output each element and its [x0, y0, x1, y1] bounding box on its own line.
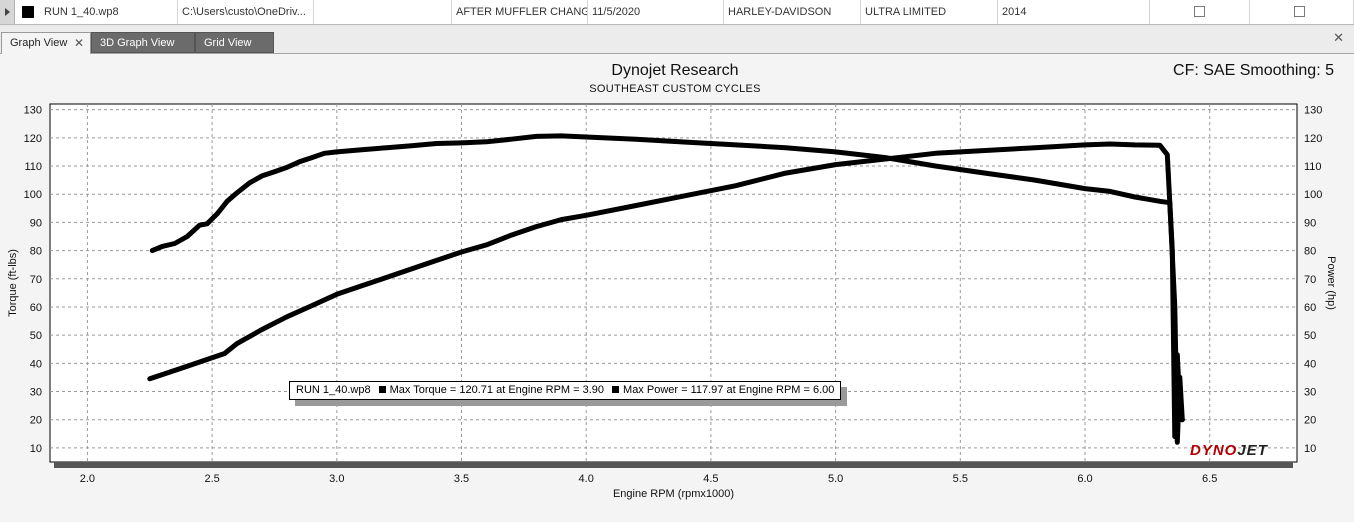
y2-tick-label: 80: [1304, 246, 1316, 258]
plot-area: [49, 103, 1298, 463]
series-line-power: [147, 141, 1185, 440]
x-tick-label: 5.0: [828, 473, 843, 485]
legend-max-torque: Max Torque = 120.71 at Engine RPM = 3.90: [389, 384, 605, 396]
x-tick-label: 6.5: [1202, 473, 1217, 485]
run-path-cell: C:\Users\custo\OneDriv...: [178, 0, 314, 24]
x-tick-label: 4.5: [703, 473, 718, 485]
y2-tick-label: 40: [1304, 358, 1316, 370]
y2-tick-label: 120: [1304, 133, 1322, 145]
y2-tick-label: 20: [1304, 415, 1316, 427]
legend-run-name: RUN 1_40.wp8: [296, 384, 371, 396]
run-model-cell: ULTRA LIMITED: [861, 0, 998, 24]
y-tick-label: 130: [24, 105, 42, 117]
chart-legend[interactable]: RUN 1_40.wp8 Max Torque = 120.71 at Engin…: [289, 381, 842, 400]
row-selector-arrow-icon[interactable]: [0, 0, 15, 24]
y-tick-label: 120: [24, 133, 42, 145]
y2-axis-label: Power (hp): [1325, 256, 1337, 310]
x-tick-label: 5.5: [953, 473, 968, 485]
dynojet-logo: DYNOJET: [1190, 442, 1268, 459]
tab-3d-graph-view-label: 3D Graph View: [100, 37, 175, 49]
tab-grid-view-label: Grid View: [204, 37, 252, 49]
close-window-icon[interactable]: ✕: [1333, 30, 1344, 45]
y2-tick-label: 130: [1304, 105, 1322, 117]
tab-grid-view[interactable]: Grid View: [195, 32, 274, 53]
correction-factor-label: CF: SAE Smoothing: 5: [1173, 62, 1334, 79]
run-visible-checkbox[interactable]: [1194, 6, 1205, 17]
run-date-cell: 11/5/2020: [588, 0, 724, 24]
y-tick-label: 60: [30, 302, 42, 314]
y-tick-label: 20: [30, 415, 42, 427]
dyno-chart: 2.0 2.5 3.0 3.5 4.0 4.5 5.0 5.5 6.0 6.5 10 10 20 20 30…: [7, 103, 1337, 500]
x-tick-label: 6.0: [1077, 473, 1092, 485]
y2-tick-label: 70: [1304, 274, 1316, 286]
y-tick-label: 10: [30, 443, 42, 455]
x-tick-label: 4.0: [579, 473, 594, 485]
legend-square-icon: [378, 386, 386, 393]
y2-tick-label: 110: [1304, 161, 1322, 173]
legend-max-power: Max Power = 117.97 at Engine RPM = 6.00: [623, 384, 835, 396]
tab-3d-graph-view[interactable]: 3D Graph View: [91, 32, 195, 53]
graph-panel: 2.0 2.5 3.0 3.5 4.0 4.5 5.0 5.5 6.0 6.5 10 10 20 20 30…: [0, 54, 1354, 522]
view-tab-strip: Graph View ✕ 3D Graph View Grid View ✕: [0, 27, 1354, 54]
run-year-cell: 2014: [998, 0, 1150, 24]
x-axis-bar: [54, 462, 1293, 468]
run-name-cell: RUN 1_40.wp8: [40, 0, 178, 24]
y2-tick-label: 60: [1304, 302, 1316, 314]
run-check-cell-1: [1150, 0, 1250, 24]
chart-title: Dynojet Research: [611, 62, 739, 79]
run-compare-checkbox[interactable]: [1294, 6, 1305, 17]
legend-square-icon: [612, 386, 620, 393]
run-make-cell: HARLEY-DAVIDSON: [724, 0, 861, 24]
y-axis-label: Torque (ft-lbs): [7, 249, 19, 317]
x-tick-label: 3.5: [454, 473, 469, 485]
y-tick-label: 40: [30, 358, 42, 370]
run-list-row[interactable]: RUN 1_40.wp8 C:\Users\custo\OneDriv... A…: [0, 0, 1354, 25]
x-axis-label: Engine RPM (rpmx1000): [613, 488, 734, 500]
y2-tick-label: 30: [1304, 387, 1316, 399]
run-note-cell: AFTER MUFFLER CHANGE: [452, 0, 588, 24]
series-line-torque: [149, 133, 1185, 445]
y-tick-label: 100: [24, 189, 42, 201]
x-tick-label: 2.0: [80, 473, 95, 485]
y2-tick-label: 90: [1304, 217, 1316, 229]
tab-graph-view-label: Graph View: [10, 37, 68, 49]
chart-subtitle: SOUTHEAST CUSTOM CYCLES: [589, 83, 761, 95]
tab-graph-view[interactable]: Graph View ✕: [1, 32, 91, 54]
run-empty-cell: [314, 0, 452, 24]
y-tick-label: 50: [30, 330, 42, 342]
y-tick-label: 30: [30, 387, 42, 399]
y2-tick-label: 50: [1304, 330, 1316, 342]
close-tab-icon[interactable]: ✕: [73, 36, 84, 50]
x-tick-label: 3.0: [329, 473, 344, 485]
y-tick-label: 80: [30, 246, 42, 258]
x-tick-label: 2.5: [204, 473, 219, 485]
run-color-swatch: [22, 6, 34, 18]
y-tick-label: 70: [30, 274, 42, 286]
y-tick-label: 110: [24, 161, 42, 173]
y2-tick-label: 10: [1304, 443, 1316, 455]
y2-tick-label: 100: [1304, 189, 1322, 201]
y-tick-label: 90: [30, 217, 42, 229]
